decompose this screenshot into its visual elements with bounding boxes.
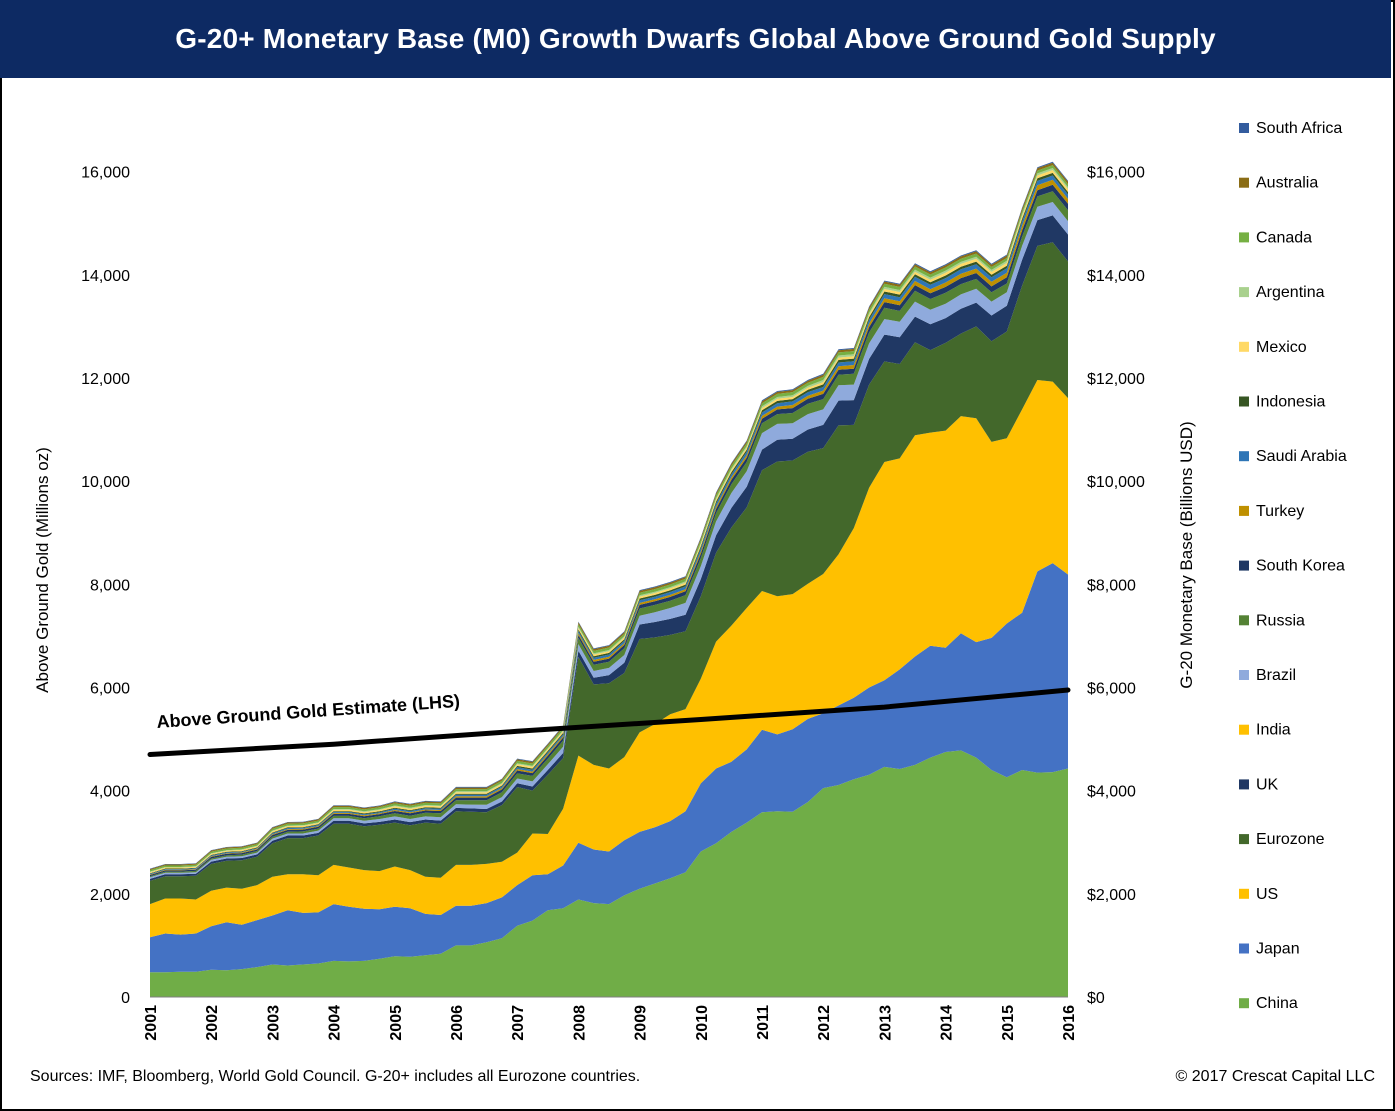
y-right-tick-label: $8,000 bbox=[1087, 577, 1136, 594]
copyright-note: © 2017 Crescat Capital LLC bbox=[1175, 1068, 1375, 1085]
y-left-axis-title: Above Ground Gold (Millions oz) bbox=[33, 447, 52, 693]
x-tick-label: 2014 bbox=[939, 1005, 956, 1041]
legend-item-us: US bbox=[1256, 886, 1278, 903]
legend-item-mexico: Mexico bbox=[1256, 339, 1307, 356]
x-tick-label: 2007 bbox=[510, 1005, 527, 1041]
y-right-tick-label: $14,000 bbox=[1087, 268, 1145, 285]
legend-swatch bbox=[1239, 724, 1249, 735]
y-left-tick-label: 10,000 bbox=[81, 474, 130, 491]
legend-item-japan: Japan bbox=[1256, 941, 1300, 958]
area-japan bbox=[150, 563, 1068, 973]
axes: 0 2,000 4,000 6,000 8,000 10,000 12,000 14,000 1… bbox=[33, 165, 1196, 1041]
y-right-tick-label: $0 bbox=[1087, 990, 1105, 1007]
y-right-tick-label: $16,000 bbox=[1087, 165, 1145, 182]
legend-swatch bbox=[1239, 123, 1249, 133]
legend-swatch bbox=[1239, 615, 1249, 626]
legend-swatch bbox=[1239, 232, 1249, 243]
y-left-tick-label: 14,000 bbox=[81, 268, 130, 285]
y-left-tick-label: 2,000 bbox=[90, 887, 130, 904]
x-tick-label: 2001 bbox=[143, 1005, 160, 1041]
legend-swatch bbox=[1239, 396, 1249, 407]
y-right-axis-title: G-20 Monetary Base (Billions USD) bbox=[1177, 421, 1196, 688]
legend-swatch bbox=[1239, 779, 1249, 790]
chart-title: G-20+ Monetary Base (M0) Growth Dwarfs G… bbox=[175, 23, 1216, 54]
y-right-tick-label: $10,000 bbox=[1087, 474, 1145, 491]
legend-swatch bbox=[1239, 834, 1249, 845]
x-tick-label: 2008 bbox=[571, 1005, 588, 1041]
x-tick-label: 2015 bbox=[1000, 1005, 1017, 1041]
legend-item-south-korea: South Korea bbox=[1256, 558, 1345, 575]
x-tick-label: 2010 bbox=[694, 1005, 711, 1041]
legend-swatch bbox=[1239, 943, 1249, 954]
legend-item-brazil: Brazil bbox=[1256, 667, 1296, 684]
legend-item-indonesia: Indonesia bbox=[1256, 394, 1325, 411]
y-left-tick-label: 4,000 bbox=[90, 784, 130, 801]
y-left-tick-label: 0 bbox=[121, 990, 130, 1007]
y-right-tick-label: $2,000 bbox=[1087, 887, 1136, 904]
x-tick-label: 2006 bbox=[449, 1005, 466, 1041]
legend-item-turkey: Turkey bbox=[1256, 503, 1304, 520]
y-right-tick-label: $12,000 bbox=[1087, 371, 1145, 388]
legend-item-south-africa: South Africa bbox=[1256, 120, 1342, 137]
area-china bbox=[150, 750, 1068, 997]
sources-note: Sources: IMF, Bloomberg, World Gold Coun… bbox=[30, 1068, 641, 1085]
legend-swatch bbox=[1239, 998, 1249, 1009]
legend-swatch bbox=[1239, 888, 1249, 899]
y-left-tick-label: 16,000 bbox=[81, 165, 130, 182]
legend-item-russia: Russia bbox=[1256, 612, 1305, 629]
x-tick-label: 2005 bbox=[388, 1005, 405, 1041]
y-left-tick-label: 6,000 bbox=[90, 680, 130, 697]
legend-swatch bbox=[1239, 451, 1249, 462]
x-tick-label: 2012 bbox=[816, 1005, 833, 1041]
x-tick-label: 2004 bbox=[327, 1005, 344, 1041]
x-tick-label: 2013 bbox=[877, 1005, 894, 1041]
legend-swatch bbox=[1239, 177, 1249, 188]
stacked-areas bbox=[150, 161, 1068, 997]
x-tick-label: 2003 bbox=[265, 1005, 282, 1041]
y-right-tick-label: $6,000 bbox=[1087, 680, 1136, 697]
legend-item-australia: Australia bbox=[1256, 175, 1318, 192]
legend-item-uk: UK bbox=[1256, 776, 1279, 793]
x-tick-label: 2016 bbox=[1061, 1005, 1078, 1041]
area-us bbox=[150, 380, 1068, 938]
legend-item-china: China bbox=[1256, 995, 1298, 1012]
gold-estimate-line bbox=[147, 687, 1071, 757]
legend-item-eurozone: Eurozone bbox=[1256, 831, 1325, 848]
legend-swatch bbox=[1239, 505, 1249, 516]
x-tick-label: 2011 bbox=[755, 1005, 772, 1040]
legend-swatch bbox=[1239, 670, 1249, 680]
legend-item-canada: Canada bbox=[1256, 229, 1312, 246]
legend-swatch bbox=[1239, 287, 1249, 298]
x-tick-label: 2009 bbox=[633, 1005, 650, 1041]
legend-item-argentina: Argentina bbox=[1256, 284, 1325, 301]
title-bar: G-20+ Monetary Base (M0) Growth Dwarfs G… bbox=[0, 0, 1391, 78]
legend-item-india: India bbox=[1256, 722, 1291, 739]
y-right-tick-label: $4,000 bbox=[1087, 784, 1136, 801]
x-tick-label: 2002 bbox=[204, 1005, 221, 1041]
y-left-tick-label: 8,000 bbox=[90, 577, 130, 594]
y-left-tick-label: 12,000 bbox=[81, 371, 130, 388]
legend: South Africa Australia Canada Argentina Mexi… bbox=[1239, 120, 1347, 1012]
legend-swatch bbox=[1239, 341, 1249, 352]
gold-estimate-label: Above Ground Gold Estimate (LHS) bbox=[156, 691, 461, 732]
legend-item-saudi-arabia: Saudi Arabia bbox=[1256, 448, 1347, 465]
legend-swatch bbox=[1239, 560, 1249, 571]
